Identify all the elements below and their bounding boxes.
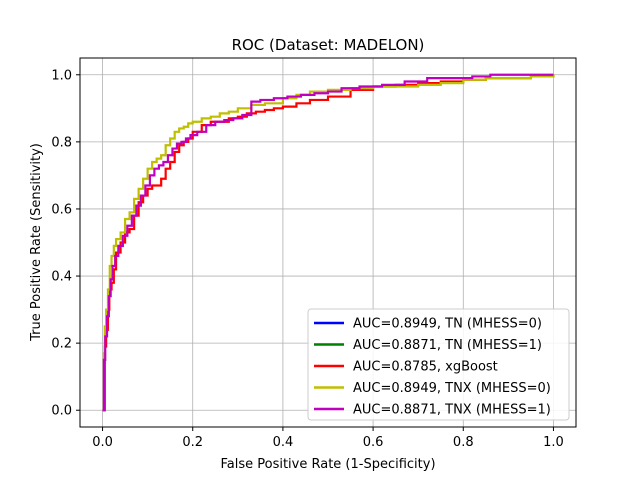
y-tick-label: 1.0 xyxy=(51,68,72,83)
legend-label: AUC=0.8949, TN (MHESS=0) xyxy=(353,317,542,332)
y-axis-ticks: 0.0 0.2 0.4 0.6 0.8 1.0 xyxy=(51,68,80,419)
x-tick-label: 0.4 xyxy=(273,435,294,450)
y-axis-label: True Positive Rate (Sensitivity) xyxy=(29,143,44,342)
x-tick-label: 0.8 xyxy=(453,435,474,450)
legend-label: AUC=0.8949, TNX (MHESS=0) xyxy=(353,381,551,396)
y-tick-label: 0.0 xyxy=(51,404,72,419)
series-line-4 xyxy=(102,73,554,412)
x-tick-label: 0.0 xyxy=(92,435,113,450)
legend-box xyxy=(307,308,570,421)
x-tick-label: 0.2 xyxy=(182,435,203,450)
x-axis-ticks: 0.0 0.2 0.4 0.6 0.8 1.0 xyxy=(92,427,564,450)
y-tick-label: 0.6 xyxy=(51,202,72,217)
legend: AUC=0.8949, TN (MHESS=0) AUC=0.8871, TN (… xyxy=(307,308,570,421)
legend-label: AUC=0.8871, TN (MHESS=1) xyxy=(353,338,542,353)
legend-label: AUC=0.8871, TNX (MHESS=1) xyxy=(353,403,551,418)
series-layer xyxy=(102,73,555,412)
y-tick-label: 0.2 xyxy=(51,337,72,352)
legend-label: AUC=0.8785, xgBoost xyxy=(353,360,498,375)
x-tick-label: 1.0 xyxy=(543,435,564,450)
plot-frame xyxy=(79,57,577,428)
chart-title: ROC (Dataset: MADELON) xyxy=(232,36,425,54)
x-tick-label: 0.6 xyxy=(363,435,384,450)
y-tick-label: 0.8 xyxy=(51,135,72,150)
x-axis-label: False Positive Rate (1-Specificity) xyxy=(220,457,435,472)
series-line-3 xyxy=(102,74,555,412)
y-tick-label: 0.4 xyxy=(51,270,72,285)
